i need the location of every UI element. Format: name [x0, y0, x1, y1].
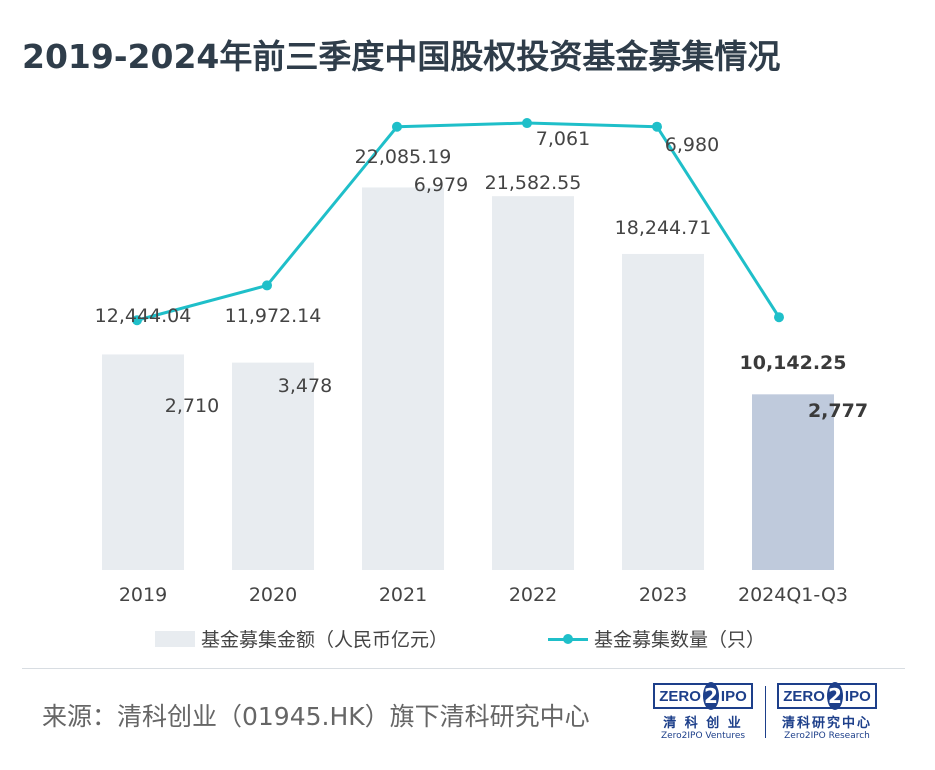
x-tick-2022: 2022	[509, 584, 557, 606]
logo-zero2ipo-research: ZERO 2 IPO 清科研究中心 Zero2IPO Research	[772, 682, 882, 741]
line-point-2023	[652, 121, 662, 132]
legend-line-swatch	[548, 631, 588, 647]
bar-2019	[102, 354, 184, 570]
legend-bar: 基金募集金额（人民币亿元）	[155, 625, 448, 652]
line-point-2022	[522, 118, 532, 129]
logo-zero2ipo-ventures: ZERO 2 IPO 清 科 创 业 Zero2IPO Ventures	[648, 682, 758, 741]
x-tick-2021: 2021	[379, 584, 427, 606]
line-point-2019	[132, 315, 142, 326]
line-point-2024Q1-Q3	[774, 312, 784, 323]
bar-label-2020: 11,972.14	[225, 305, 322, 327]
legend-bar-swatch	[155, 630, 195, 647]
x-tick-2019: 2019	[119, 584, 167, 606]
logo-separator	[765, 686, 766, 738]
bar-2021	[362, 187, 444, 571]
line-label-2022: 7,061	[536, 128, 590, 150]
bar-label-2022: 21,582.55	[485, 172, 582, 194]
bar-label-2024Q1-Q3: 10,142.25	[740, 352, 847, 374]
bar-label-2021: 22,085.19	[355, 146, 452, 168]
line-point-2021	[392, 121, 402, 132]
x-tick-2020: 2020	[249, 584, 297, 606]
source-note: 来源：清科创业（01945.HK）旗下清科研究中心	[42, 702, 590, 731]
bar-label-2019: 12,444.04	[95, 305, 192, 327]
bar-label-2023: 18,244.71	[615, 217, 712, 239]
footer-divider	[22, 668, 905, 669]
bar-2023	[622, 253, 704, 570]
line-label-2020: 3,478	[278, 375, 332, 397]
line-series-count	[136, 121, 781, 322]
bar-2020	[232, 362, 314, 570]
bar-2024Q1-Q3	[752, 394, 834, 570]
chart-title: 2019-2024年前三季度中国股权投资基金募集情况	[22, 37, 781, 76]
line-point-2020	[262, 280, 272, 291]
legend-bar-label: 基金募集金额（人民币亿元）	[201, 629, 449, 651]
line-label-2024Q1-Q3: 2,777	[808, 400, 868, 422]
legend-line: 基金募集数量（只）	[548, 625, 765, 652]
line-label-2019: 2,710	[165, 395, 219, 417]
legend-line-label: 基金募集数量（只）	[594, 629, 766, 651]
bar-2022	[492, 196, 574, 570]
combo-chart: 2019 2020 2021 2022 2023 2024Q1-Q3 12,444.04 11…	[95, 118, 868, 606]
x-tick-2023: 2023	[639, 584, 687, 606]
line-label-2023: 6,980	[665, 134, 719, 156]
line-label-2021: 6,979	[414, 174, 468, 196]
x-tick-2024Q1-Q3: 2024Q1-Q3	[738, 584, 848, 606]
